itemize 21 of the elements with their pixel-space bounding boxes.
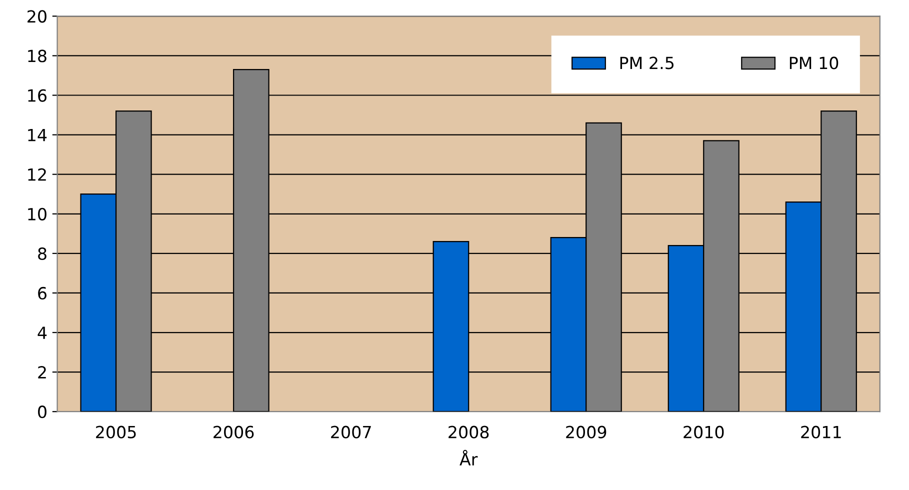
x-axis-title: År (460, 450, 478, 466)
x-tick-label: 2011 (801, 426, 841, 438)
x-tick-label: 2010 (684, 426, 724, 438)
legend-label: PM 2.5 (620, 56, 674, 70)
y-tick-label: 0 (38, 406, 46, 418)
y-tick-label: 16 (28, 89, 46, 102)
x-tick-label: 2006 (214, 426, 254, 438)
y-tick-label: 4 (38, 326, 47, 339)
y-tick-label: 12 (28, 168, 46, 181)
x-tick-label: 2008 (448, 426, 489, 438)
y-tick-label: 2 (38, 366, 46, 378)
y-tick-label: 18 (28, 50, 46, 62)
x-tick-label: 2009 (566, 426, 606, 438)
y-tick-label: 8 (38, 247, 46, 260)
y-tick-label: 10 (28, 208, 46, 220)
y-tick-label: 6 (38, 286, 46, 300)
x-tick-label: 2005 (96, 426, 136, 438)
y-tick-label: 20 (28, 10, 46, 23)
legend-label: PM 10 (790, 56, 838, 70)
x-tick-label: 2007 (331, 426, 371, 438)
y-tick-label: 14 (28, 128, 47, 142)
